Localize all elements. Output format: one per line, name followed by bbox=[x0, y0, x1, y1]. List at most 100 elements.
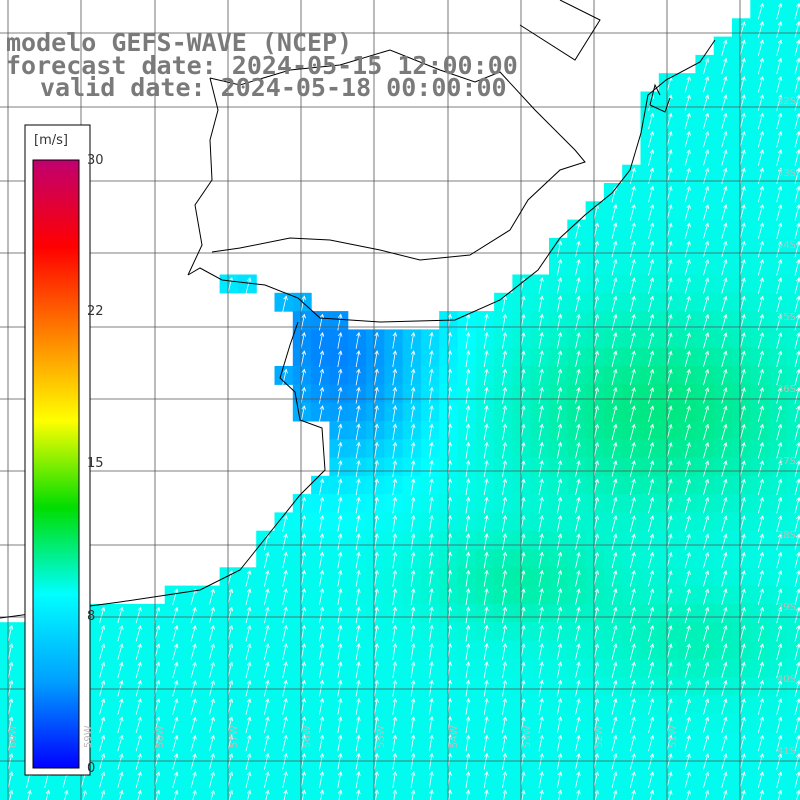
wind-speed-cell bbox=[329, 640, 349, 660]
wind-arrow bbox=[666, 313, 673, 331]
wind-speed-cell bbox=[384, 786, 404, 800]
wind-arrow bbox=[648, 588, 655, 605]
wind-speed-cell bbox=[585, 677, 605, 696]
wind-arrow bbox=[739, 716, 746, 734]
wind-arrow bbox=[538, 551, 544, 569]
wind-speed-cell bbox=[292, 530, 312, 550]
wind-speed-cell bbox=[732, 164, 751, 184]
wind-speed-cell bbox=[128, 658, 147, 678]
wind-arrow bbox=[648, 441, 655, 459]
wind-speed-cell bbox=[713, 512, 733, 532]
wind-speed-cell bbox=[494, 494, 513, 513]
wind-speed-cell bbox=[732, 54, 751, 74]
wind-arrow bbox=[300, 752, 306, 770]
wind-arrow bbox=[721, 698, 728, 715]
wind-arrow bbox=[246, 789, 252, 800]
wind-arrow bbox=[392, 697, 398, 715]
wind-arrow bbox=[300, 405, 306, 422]
wind-speed-cell bbox=[530, 384, 550, 404]
wind-arrow bbox=[300, 295, 306, 313]
wind-speed-cell bbox=[329, 475, 349, 495]
wind-arrow bbox=[7, 643, 14, 660]
wind-arrow bbox=[684, 624, 691, 642]
wind-arrow bbox=[228, 789, 234, 800]
wind-speed-cell bbox=[292, 329, 312, 349]
wind-arrow bbox=[648, 496, 655, 514]
wind-arrow bbox=[264, 771, 270, 788]
wind-speed-cell bbox=[695, 677, 715, 696]
wind-speed-cell bbox=[732, 109, 751, 129]
wind-speed-cell bbox=[457, 640, 477, 660]
wind-speed-cell bbox=[420, 732, 440, 751]
wind-arrow bbox=[739, 368, 746, 386]
wind-speed-cell bbox=[0, 658, 19, 678]
wind-arrow bbox=[300, 496, 306, 514]
wind-arrow bbox=[374, 642, 379, 660]
wind-arrow bbox=[668, 789, 673, 800]
wind-speed-cell bbox=[494, 457, 513, 477]
wind-arrow bbox=[611, 332, 618, 349]
wind-speed-cell bbox=[768, 512, 788, 532]
wind-arrow bbox=[117, 643, 124, 660]
wind-speed-cell bbox=[658, 91, 678, 111]
wind-speed-cell bbox=[567, 695, 587, 715]
wind-speed-cell bbox=[622, 292, 642, 312]
wind-arrow bbox=[757, 423, 764, 441]
wind-speed-cell bbox=[439, 439, 459, 459]
wind-speed-cell bbox=[347, 750, 367, 770]
wind-arrow bbox=[611, 752, 618, 770]
wind-arrow bbox=[649, 789, 655, 800]
wind-speed-cell bbox=[658, 366, 678, 385]
wind-arrow bbox=[666, 661, 673, 679]
wind-arrow bbox=[593, 716, 599, 733]
wind-speed-cell bbox=[768, 732, 788, 751]
wind-arrow bbox=[465, 386, 471, 404]
wind-arrow bbox=[300, 569, 306, 587]
wind-speed-cell bbox=[237, 786, 257, 800]
wind-speed-cell bbox=[622, 603, 642, 623]
wind-speed-cell bbox=[530, 292, 550, 312]
wind-speed-cell bbox=[585, 549, 605, 568]
wind-arrow bbox=[648, 149, 655, 166]
wind-arrow bbox=[483, 313, 489, 331]
wind-arrow bbox=[319, 734, 325, 752]
wind-speed-cell bbox=[402, 585, 422, 605]
wind-arrow bbox=[374, 569, 379, 587]
wind-speed-cell bbox=[347, 494, 367, 513]
wind-speed-cell bbox=[274, 512, 294, 532]
wind-arrow bbox=[648, 112, 655, 130]
wind-speed-cell bbox=[384, 530, 404, 550]
wind-arrow bbox=[575, 569, 581, 587]
wind-speed-cell bbox=[622, 311, 642, 330]
wind-arrow bbox=[556, 697, 563, 715]
wind-speed-cell bbox=[91, 750, 111, 770]
wind-speed-cell bbox=[439, 658, 459, 678]
wind-arrow bbox=[483, 350, 489, 368]
wind-arrow bbox=[648, 606, 655, 624]
wind-speed-cell bbox=[201, 713, 221, 733]
wind-speed-cell bbox=[512, 750, 532, 770]
wind-arrow bbox=[538, 569, 544, 587]
lon-label-60w: 60W bbox=[8, 725, 19, 748]
wind-speed-cell bbox=[512, 384, 532, 404]
wind-speed-cell bbox=[311, 366, 330, 385]
wind-arrow bbox=[757, 478, 764, 496]
wind-arrow bbox=[355, 569, 361, 587]
wind-speed-cell bbox=[457, 549, 477, 568]
wind-arrow bbox=[245, 661, 252, 679]
wind-arrow bbox=[776, 496, 783, 514]
wind-arrow bbox=[538, 643, 544, 660]
wind-arrow bbox=[465, 734, 471, 752]
wind-arrow bbox=[684, 515, 691, 532]
wind-speed-cell bbox=[439, 512, 459, 532]
wind-speed-cell bbox=[622, 677, 642, 696]
wind-speed-cell bbox=[219, 677, 239, 696]
wind-speed-cell bbox=[768, 457, 788, 477]
wind-arrow bbox=[703, 57, 710, 75]
wind-speed-cell bbox=[420, 786, 440, 800]
wind-arrow bbox=[703, 460, 710, 477]
wind-speed-cell bbox=[274, 658, 294, 678]
wind-speed-cell bbox=[201, 603, 221, 623]
wind-speed-cell bbox=[677, 768, 696, 788]
wind-speed-cell bbox=[475, 713, 495, 733]
